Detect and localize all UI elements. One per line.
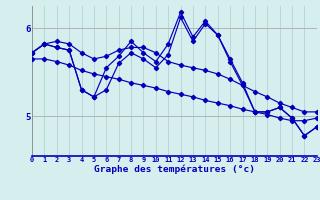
X-axis label: Graphe des températures (°c): Graphe des températures (°c) <box>94 165 255 174</box>
